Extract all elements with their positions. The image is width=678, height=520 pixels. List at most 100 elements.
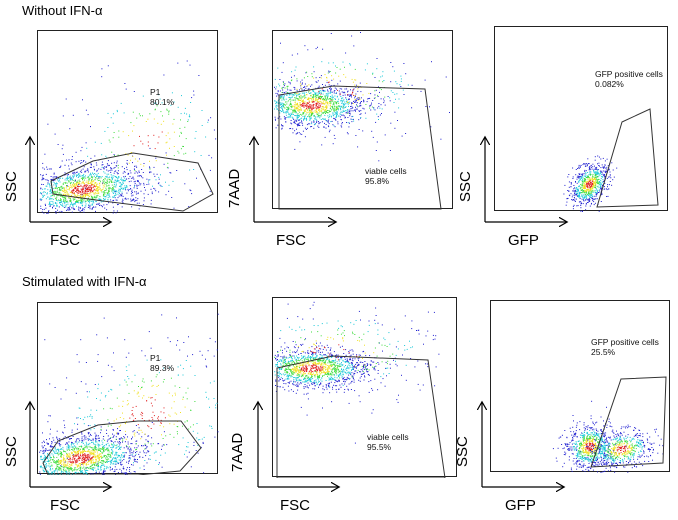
event-dot <box>128 135 130 137</box>
event-dot <box>313 115 315 117</box>
event-dot <box>84 435 86 437</box>
event-dot <box>122 188 124 190</box>
event-dot <box>63 458 64 460</box>
event-dot <box>130 180 132 182</box>
event-dot <box>63 458 65 459</box>
event-dot <box>61 465 63 467</box>
event-dot <box>298 100 300 101</box>
event-dot <box>75 460 77 462</box>
event-dot <box>66 470 68 472</box>
event-dot <box>142 204 144 205</box>
event-dot <box>290 97 292 99</box>
event-dot <box>78 183 80 185</box>
event-dot <box>89 454 91 456</box>
event-dot <box>109 196 111 198</box>
event-dot <box>130 188 132 189</box>
event-dot <box>94 186 96 188</box>
event-dot <box>72 203 74 205</box>
row-1-title: Without IFN-α <box>22 3 103 18</box>
event-dot <box>606 196 608 197</box>
event-dot <box>82 201 84 203</box>
event-dot <box>99 469 101 471</box>
event-dot <box>580 186 582 188</box>
event-dot <box>73 192 75 194</box>
event-dot <box>123 170 125 172</box>
event-dot <box>301 97 303 99</box>
event-dot <box>280 103 282 105</box>
event-dot <box>292 113 294 115</box>
event-dot <box>284 83 286 85</box>
event-dot <box>578 201 580 203</box>
event-dot <box>118 195 120 197</box>
event-dot <box>301 79 303 81</box>
event-dot <box>311 113 312 115</box>
event-dot <box>95 190 97 191</box>
event-dot <box>575 189 577 191</box>
event-dot <box>588 183 590 185</box>
event-dot <box>291 71 293 73</box>
event-dot <box>163 74 165 76</box>
event-dot <box>68 189 70 191</box>
event-dot <box>58 189 60 191</box>
event-dot <box>587 172 589 173</box>
event-dot <box>72 449 74 451</box>
event-dot <box>94 465 96 467</box>
event-dot <box>568 174 570 175</box>
event-dot <box>109 469 111 471</box>
event-dot <box>134 180 136 182</box>
event-dot <box>143 184 145 186</box>
event-dot <box>133 187 135 189</box>
event-dot <box>308 111 310 113</box>
event-dot <box>585 205 587 207</box>
event-dot <box>593 198 595 200</box>
event-dot <box>594 171 596 173</box>
event-dot <box>294 110 295 112</box>
event-dot <box>586 192 588 194</box>
event-dot <box>275 92 277 94</box>
event-dot <box>279 112 281 114</box>
event-dot <box>84 446 86 448</box>
event-dot <box>87 458 89 460</box>
event-dot <box>124 198 126 200</box>
plot-1-3-canvas <box>563 108 659 212</box>
event-dot <box>69 178 71 180</box>
event-dot <box>585 188 586 190</box>
event-dot <box>337 83 339 85</box>
event-dot <box>90 465 91 467</box>
event-dot <box>66 185 67 186</box>
event-dot <box>108 181 110 183</box>
event-dot <box>60 451 62 453</box>
event-dot <box>72 189 74 191</box>
event-dot <box>138 175 140 177</box>
event-dot <box>343 74 345 76</box>
event-dot <box>90 157 92 159</box>
event-dot <box>63 461 65 463</box>
event-dot <box>64 204 66 206</box>
event-dot <box>69 196 71 198</box>
event-dot <box>64 190 66 192</box>
event-dot <box>45 465 47 467</box>
event-dot <box>343 91 345 93</box>
event-dot <box>94 193 96 195</box>
event-dot <box>302 105 304 107</box>
event-dot <box>48 210 50 212</box>
event-dot <box>602 157 604 159</box>
event-dot <box>91 467 93 469</box>
event-dot <box>77 189 78 191</box>
event-dot <box>578 191 580 193</box>
event-dot <box>85 200 87 202</box>
event-dot <box>568 186 570 188</box>
event-dot <box>302 130 304 132</box>
event-dot <box>78 173 79 175</box>
event-dot <box>589 179 591 181</box>
event-dot <box>590 171 592 173</box>
event-dot <box>59 460 61 462</box>
event-dot <box>305 72 307 74</box>
event-dot <box>53 195 55 197</box>
event-dot <box>375 150 377 151</box>
event-dot <box>588 189 590 191</box>
event-dot <box>93 449 95 451</box>
event-dot <box>374 77 376 78</box>
event-dot <box>604 174 606 175</box>
event-dot <box>72 177 74 179</box>
